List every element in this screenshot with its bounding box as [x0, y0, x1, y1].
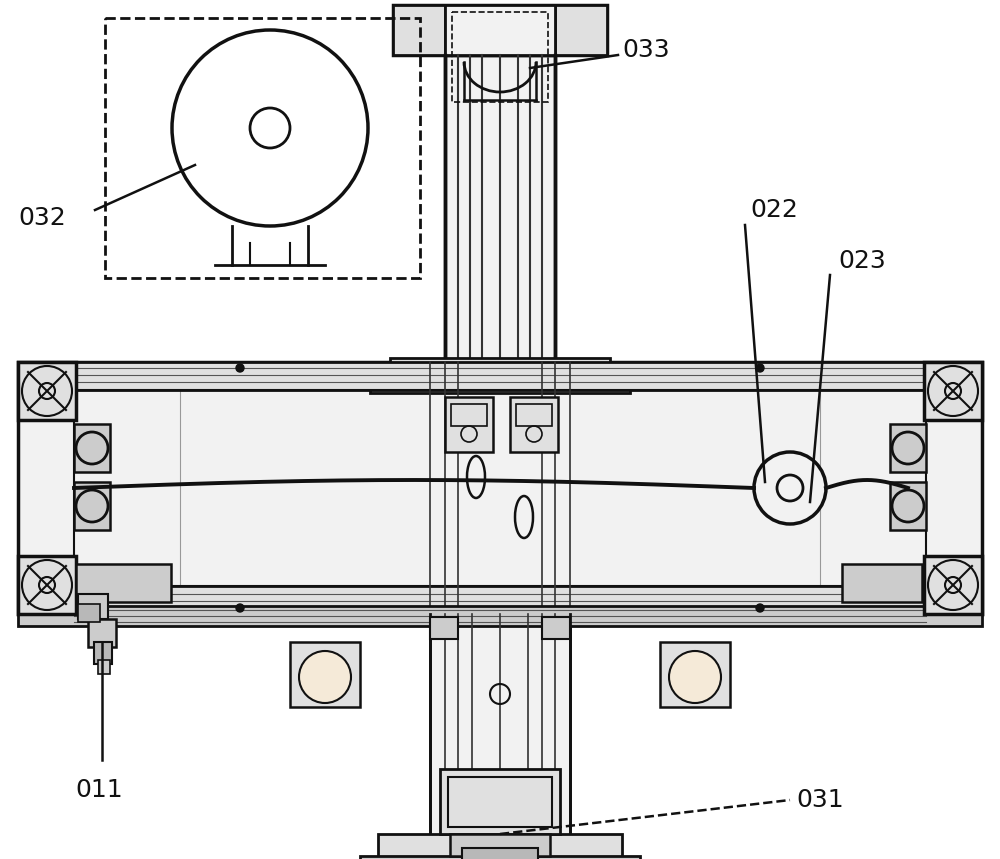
Bar [18, 586, 982, 614]
Bar [440, 769, 560, 834]
Bar [78, 604, 100, 622]
Bar [78, 594, 108, 619]
Text: 023: 023 [838, 249, 886, 273]
Bar [74, 390, 926, 586]
Bar [451, 404, 487, 426]
Bar [378, 834, 622, 859]
Circle shape [756, 364, 764, 372]
Bar [450, 834, 550, 856]
Bar [94, 642, 112, 664]
Bar [18, 606, 982, 626]
Bar [445, 5, 555, 55]
Text: 032: 032 [18, 206, 66, 230]
Bar [393, 5, 607, 55]
Bar [290, 642, 360, 707]
Bar [74, 482, 110, 530]
Bar [360, 856, 640, 859]
Bar [462, 848, 538, 859]
Bar [445, 55, 555, 360]
Bar [924, 362, 982, 420]
Bar [18, 556, 76, 614]
Text: 031: 031 [796, 788, 844, 812]
Bar [105, 18, 420, 278]
Circle shape [236, 604, 244, 612]
Bar [370, 375, 630, 393]
Text: 022: 022 [750, 198, 798, 222]
Bar [842, 564, 922, 602]
Bar [18, 362, 76, 420]
Bar [74, 424, 110, 472]
Bar [516, 404, 552, 426]
Bar [76, 564, 171, 602]
Bar [924, 556, 982, 614]
Bar [890, 482, 926, 530]
Bar [18, 362, 982, 614]
Text: 033: 033 [622, 38, 670, 62]
Bar [510, 397, 558, 452]
Bar [430, 614, 570, 854]
Bar [890, 424, 926, 472]
Circle shape [669, 651, 721, 703]
Circle shape [299, 651, 351, 703]
Bar [445, 397, 493, 452]
Circle shape [754, 452, 826, 524]
Bar [390, 358, 610, 380]
Circle shape [756, 604, 764, 612]
Bar [542, 617, 570, 639]
Bar [393, 5, 445, 55]
Bar [452, 12, 548, 102]
Bar [18, 362, 982, 390]
Bar [660, 642, 730, 707]
Text: 011: 011 [75, 778, 123, 802]
Bar [98, 660, 110, 674]
Bar [88, 619, 116, 647]
Circle shape [236, 364, 244, 372]
Bar [430, 617, 458, 639]
Bar [448, 777, 552, 827]
Bar [555, 5, 607, 55]
